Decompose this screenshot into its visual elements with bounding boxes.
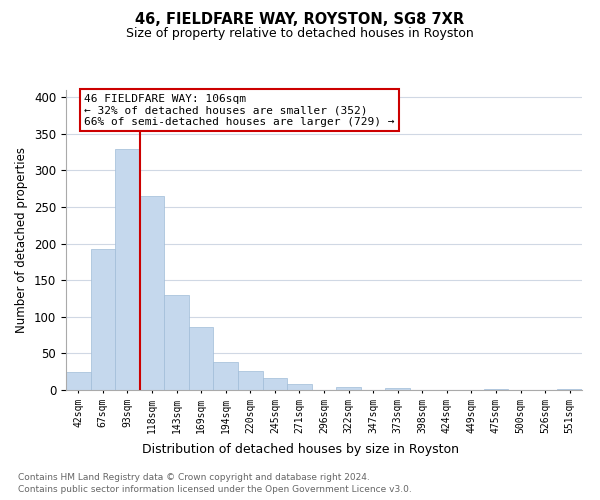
Bar	[557, 388, 582, 390]
Text: Contains HM Land Registry data © Crown copyright and database right 2024.: Contains HM Land Registry data © Crown c…	[18, 472, 370, 482]
Bar	[263, 378, 287, 390]
Bar	[91, 249, 115, 390]
Text: 46, FIELDFARE WAY, ROYSTON, SG8 7XR: 46, FIELDFARE WAY, ROYSTON, SG8 7XR	[136, 12, 464, 28]
Bar	[214, 362, 238, 390]
Text: Contains public sector information licensed under the Open Government Licence v3: Contains public sector information licen…	[18, 485, 412, 494]
Bar	[140, 196, 164, 390]
Text: Size of property relative to detached houses in Royston: Size of property relative to detached ho…	[126, 28, 474, 40]
Bar	[238, 371, 263, 390]
Y-axis label: Number of detached properties: Number of detached properties	[16, 147, 28, 333]
Bar	[164, 295, 189, 390]
Bar	[189, 327, 214, 390]
Bar	[385, 388, 410, 390]
Bar	[336, 387, 361, 390]
Text: 46 FIELDFARE WAY: 106sqm
← 32% of detached houses are smaller (352)
66% of semi-: 46 FIELDFARE WAY: 106sqm ← 32% of detach…	[85, 94, 395, 127]
Text: Distribution of detached houses by size in Royston: Distribution of detached houses by size …	[142, 442, 458, 456]
Bar	[287, 384, 312, 390]
Bar	[484, 388, 508, 390]
Bar	[66, 372, 91, 390]
Bar	[115, 148, 140, 390]
